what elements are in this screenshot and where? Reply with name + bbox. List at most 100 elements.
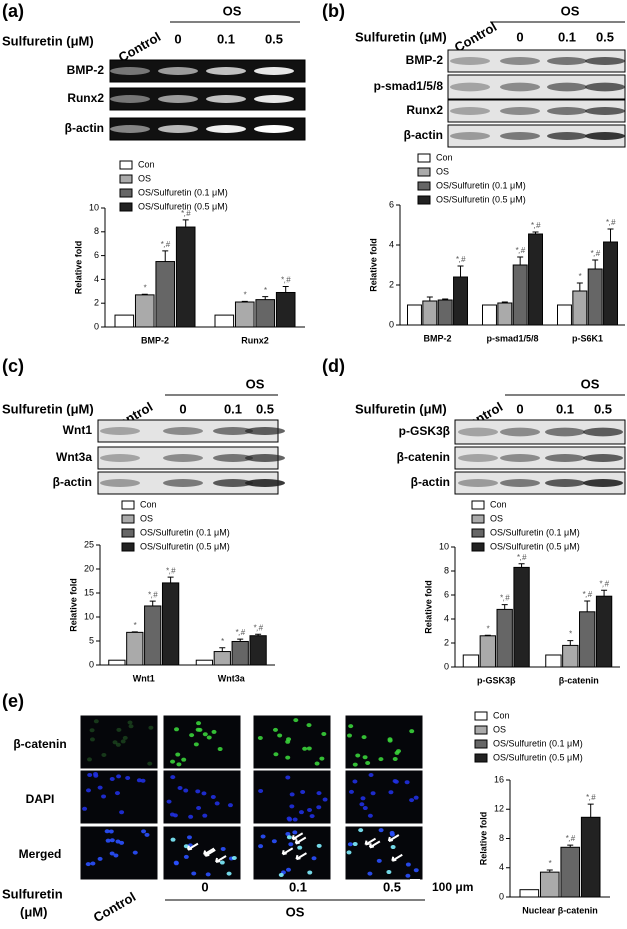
cell bbox=[90, 862, 95, 866]
cell bbox=[195, 789, 200, 793]
blot-band bbox=[585, 57, 625, 65]
significance: *,# bbox=[599, 579, 609, 588]
dose-label: (μM) bbox=[20, 904, 47, 919]
row-label: DAPI bbox=[26, 792, 55, 806]
y-tick-label: 2 bbox=[444, 637, 449, 647]
legend-label: OS/Sulfuretin (0.1 μM) bbox=[436, 180, 526, 190]
x-tick-label: BMP-2 bbox=[423, 333, 451, 343]
blot-band bbox=[458, 479, 498, 487]
significance: * bbox=[221, 637, 225, 646]
cell bbox=[228, 803, 233, 807]
bar bbox=[176, 227, 195, 327]
legend-swatch bbox=[418, 154, 430, 162]
blot-band bbox=[450, 57, 490, 65]
cell bbox=[87, 757, 92, 761]
x-tick-label: Nuclear β-catenin bbox=[522, 905, 598, 915]
y-axis-label: Relative fold bbox=[423, 580, 433, 634]
blot-band bbox=[100, 454, 140, 462]
cell bbox=[171, 838, 176, 842]
cell bbox=[369, 773, 374, 777]
cell bbox=[388, 739, 393, 743]
cell bbox=[359, 802, 364, 806]
group-label: OS bbox=[561, 3, 580, 18]
bar bbox=[497, 609, 512, 667]
cell bbox=[347, 850, 352, 854]
group-label: OS bbox=[246, 376, 265, 391]
micrograph bbox=[253, 770, 331, 824]
cell bbox=[379, 828, 384, 832]
y-tick-label: 0 bbox=[389, 319, 394, 329]
cell bbox=[258, 736, 263, 740]
cell bbox=[348, 724, 353, 728]
row-label: p-smad1/5/8 bbox=[374, 79, 444, 93]
blot-band bbox=[254, 125, 294, 133]
cell bbox=[110, 777, 115, 781]
blot-band bbox=[158, 125, 198, 133]
panel-label: (e) bbox=[2, 691, 24, 711]
cell bbox=[286, 737, 291, 741]
bar bbox=[546, 655, 561, 667]
bar bbox=[573, 291, 587, 325]
error-bar bbox=[283, 287, 289, 293]
y-tick-label: 6 bbox=[389, 199, 394, 209]
cell bbox=[349, 790, 354, 794]
significance: * bbox=[578, 272, 582, 281]
cell bbox=[121, 739, 126, 743]
blot-band bbox=[163, 479, 203, 487]
significance: *,# bbox=[582, 590, 592, 599]
cell bbox=[174, 861, 179, 865]
cell bbox=[197, 728, 202, 732]
cell bbox=[82, 807, 87, 811]
cell bbox=[317, 844, 322, 848]
cell bbox=[353, 842, 358, 846]
bar bbox=[529, 234, 543, 325]
x-tick-label: Wnt1 bbox=[133, 673, 155, 683]
x-tick-label: p-smad1/5/8 bbox=[486, 333, 538, 343]
legend-label: OS/Sulfuretin (0.5 μM) bbox=[436, 194, 526, 204]
error-bar bbox=[584, 601, 590, 612]
cell bbox=[101, 794, 106, 798]
blot-band bbox=[245, 479, 285, 487]
cell bbox=[286, 868, 291, 872]
blot-band bbox=[583, 454, 623, 462]
dose-label: Sulfuretin (μM) bbox=[355, 29, 447, 44]
row-label: BMP-2 bbox=[67, 63, 105, 77]
row-label: β-actin bbox=[411, 475, 450, 489]
blot-band bbox=[545, 479, 585, 487]
cell bbox=[355, 753, 360, 757]
cell bbox=[363, 755, 368, 759]
cell bbox=[181, 758, 186, 762]
dose-value: 0.1 bbox=[289, 879, 307, 894]
bar bbox=[483, 305, 497, 325]
cell bbox=[206, 872, 211, 876]
cell bbox=[315, 762, 320, 766]
cell bbox=[352, 780, 357, 784]
control-label: Control bbox=[91, 889, 139, 924]
cell bbox=[116, 774, 121, 778]
row-label: β-catenin bbox=[397, 450, 450, 464]
x-tick-label: Wnt3a bbox=[218, 673, 246, 683]
significance: * bbox=[569, 630, 573, 639]
legend-label: Con bbox=[436, 152, 453, 162]
cell bbox=[119, 810, 124, 814]
row-label: β-catenin bbox=[13, 737, 66, 751]
y-tick-label: 12 bbox=[494, 804, 504, 814]
y-tick-label: 8 bbox=[499, 833, 504, 843]
cell bbox=[272, 839, 277, 843]
cell bbox=[173, 813, 178, 817]
blot-band bbox=[163, 427, 203, 435]
blot-band bbox=[110, 125, 150, 133]
cell bbox=[292, 830, 297, 834]
bar bbox=[162, 583, 178, 665]
cell bbox=[394, 780, 399, 784]
significance: *,# bbox=[586, 793, 596, 802]
blot-band bbox=[206, 125, 246, 133]
bar bbox=[135, 295, 154, 327]
error-bar bbox=[183, 220, 189, 227]
cell bbox=[215, 801, 220, 805]
error-bar bbox=[162, 251, 168, 262]
cell bbox=[293, 818, 298, 822]
group-label: OS bbox=[223, 3, 242, 18]
legend-label: OS/Sulfuretin (0.1 μM) bbox=[490, 527, 580, 537]
